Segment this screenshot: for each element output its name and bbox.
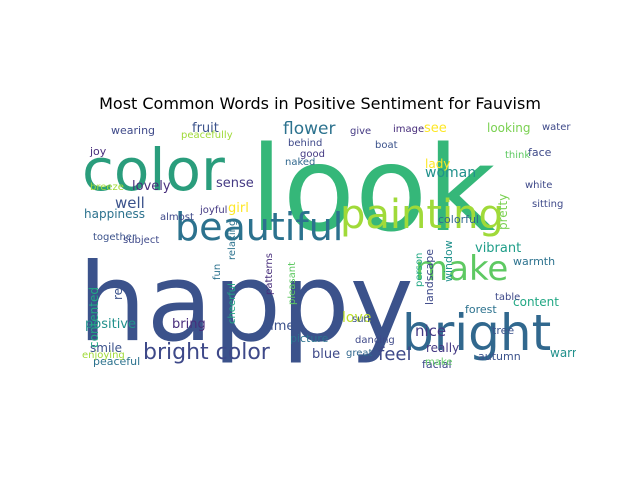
word-sense: sense xyxy=(216,176,254,191)
word-breeze: breeze xyxy=(90,182,124,193)
word-landscape: landscape xyxy=(423,249,436,305)
word-bring: bring xyxy=(172,317,206,332)
word-time: time xyxy=(265,319,294,334)
word-look: look xyxy=(250,120,496,258)
word-happiness: happiness xyxy=(84,207,145,221)
word-cloud-canvas: lookhappycolorbeautifulpaintingmakebrigh… xyxy=(80,120,576,368)
word-red: red xyxy=(111,280,125,300)
word-boat: boat xyxy=(375,140,398,151)
word-feel: feel xyxy=(378,344,412,365)
word-girl: girl xyxy=(228,201,249,216)
word-good: good xyxy=(300,149,325,160)
chart-title: Most Common Words in Positive Sentiment … xyxy=(99,94,541,113)
word-patterns: patterns xyxy=(264,253,275,295)
word-flower: flower xyxy=(283,120,335,139)
word-lady: lady xyxy=(425,157,450,171)
word-peacefully: peacefully xyxy=(181,130,233,141)
word-colorful: colorful xyxy=(438,213,479,226)
word-nice: nice xyxy=(415,322,446,340)
word-beautiful: beautiful xyxy=(175,205,343,249)
word-contented: contented xyxy=(87,287,101,348)
word-bright-color: bright color xyxy=(143,340,271,365)
word-fun: fun xyxy=(212,264,223,280)
word-vibrant: vibrant xyxy=(475,241,521,256)
word-white: white xyxy=(525,180,552,191)
word-bright: bright xyxy=(402,304,551,362)
word-dancing: dancing xyxy=(355,335,395,346)
word-fruit: fruit xyxy=(192,121,219,136)
word-cloud: look happy color beautiful painting make brigh… xyxy=(80,120,576,368)
word-relaxing: relaxing xyxy=(227,220,238,260)
word-warm: warm xyxy=(550,346,576,360)
word-looking: looking xyxy=(487,121,531,135)
word-naked: naked xyxy=(285,157,315,168)
word-positive: positive xyxy=(85,317,136,332)
word-face: face xyxy=(528,146,552,159)
word-sitting: sitting xyxy=(532,199,563,210)
word-facial: facial xyxy=(422,358,452,368)
word-make: make xyxy=(425,357,452,368)
word-subject: subject xyxy=(123,235,159,246)
word-happy: happy xyxy=(80,241,414,366)
word-think: think xyxy=(505,150,530,161)
word-pretty: pretty xyxy=(496,194,510,230)
word-really: really xyxy=(426,341,459,355)
word-cheerful: cheerful xyxy=(227,283,238,324)
word-see: see xyxy=(424,121,447,136)
word-table: table xyxy=(495,292,520,303)
word-painting: painting xyxy=(340,192,504,238)
word-content: content xyxy=(513,295,559,309)
word-wearing: wearing xyxy=(111,124,155,137)
word-sun: sun xyxy=(352,314,370,325)
word-color: color xyxy=(82,136,225,204)
word-warmth: warmth xyxy=(513,255,555,268)
word-enjoying: enjoying xyxy=(82,350,125,361)
word-together: together xyxy=(93,232,137,243)
word-peaceful: peaceful xyxy=(93,355,140,368)
word-lovely: lovely xyxy=(132,179,171,194)
word-great: great xyxy=(346,348,373,359)
word-autumn: autumn xyxy=(478,350,521,363)
word-behind: behind xyxy=(288,138,322,149)
word-tree: tree xyxy=(492,324,514,337)
word-well: well xyxy=(115,194,145,212)
word-blue: blue xyxy=(312,347,340,362)
word-make: make xyxy=(415,249,508,289)
word-person: person xyxy=(414,253,425,287)
word-love: love xyxy=(342,310,371,326)
word-pleasant: pleasant xyxy=(287,262,298,305)
word-smile: smile xyxy=(90,341,122,355)
word-water: water xyxy=(542,122,571,133)
word-give: give xyxy=(350,126,371,137)
word-almost: almost xyxy=(160,212,194,223)
word-image: image xyxy=(393,124,424,135)
word-joy: joy xyxy=(89,145,107,158)
word-woman: woman xyxy=(425,165,476,181)
word-window: window xyxy=(442,240,455,282)
word-forest: forest xyxy=(465,303,497,316)
word-picture: picture xyxy=(290,332,329,345)
word-joyful: joyful xyxy=(199,205,227,216)
